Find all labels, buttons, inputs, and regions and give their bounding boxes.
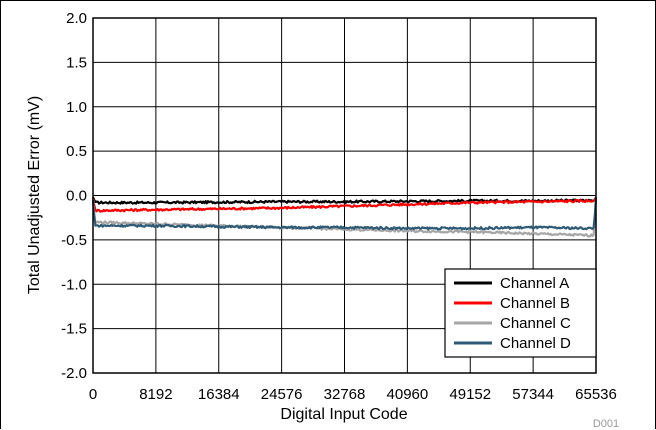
y-tick-label: -0.5 (61, 232, 87, 249)
y-tick-label: 1.0 (66, 99, 87, 116)
x-tick-label: 16384 (198, 386, 240, 403)
legend-label: Channel A (500, 275, 569, 292)
legend-label: Channel D (500, 335, 571, 352)
y-tick-label: 1.5 (66, 54, 87, 71)
figure-id: D001 (593, 418, 619, 430)
x-tick-label: 49152 (449, 386, 491, 403)
legend-label: Channel B (500, 295, 570, 312)
plot-area-border (92, 17, 597, 374)
series-line-channel-b (91, 196, 597, 213)
x-tick-label: 65536 (575, 386, 617, 403)
y-tick-label: -2.0 (61, 365, 87, 382)
x-tick-label: 24576 (261, 386, 303, 403)
y-tick-label: 0.5 (66, 143, 87, 160)
x-tick-label: 40960 (387, 386, 429, 403)
y-tick-label: -1.5 (61, 321, 87, 338)
y-tick-label: 0.0 (66, 188, 87, 205)
series-lines (91, 196, 598, 238)
x-tick-label: 57344 (512, 386, 554, 403)
y-axis-tick-labels: 2.0 1.5 1.0 0.5 0.0 -0.5 -1.0 -1.5 -2.0 (61, 10, 87, 382)
legend-label: Channel C (500, 315, 571, 332)
legend: Channel A Channel B Channel C Channel D (444, 268, 597, 358)
x-axis-tick-labels: 0 8192 16384 24576 32768 40960 49152 57344 65536 (89, 386, 617, 403)
x-tick-label: 0 (89, 386, 97, 403)
x-tick-label: 8192 (139, 386, 172, 403)
y-axis-title: Total Unadjusted Error (mV) (26, 96, 43, 294)
x-tick-label: 32768 (324, 386, 366, 403)
series-line-channel-c (91, 197, 598, 238)
series-line-channel-d (91, 197, 598, 231)
x-axis-title: Digital Input Code (280, 406, 407, 423)
y-tick-label: 2.0 (66, 10, 87, 27)
y-tick-label: -1.0 (61, 276, 87, 293)
